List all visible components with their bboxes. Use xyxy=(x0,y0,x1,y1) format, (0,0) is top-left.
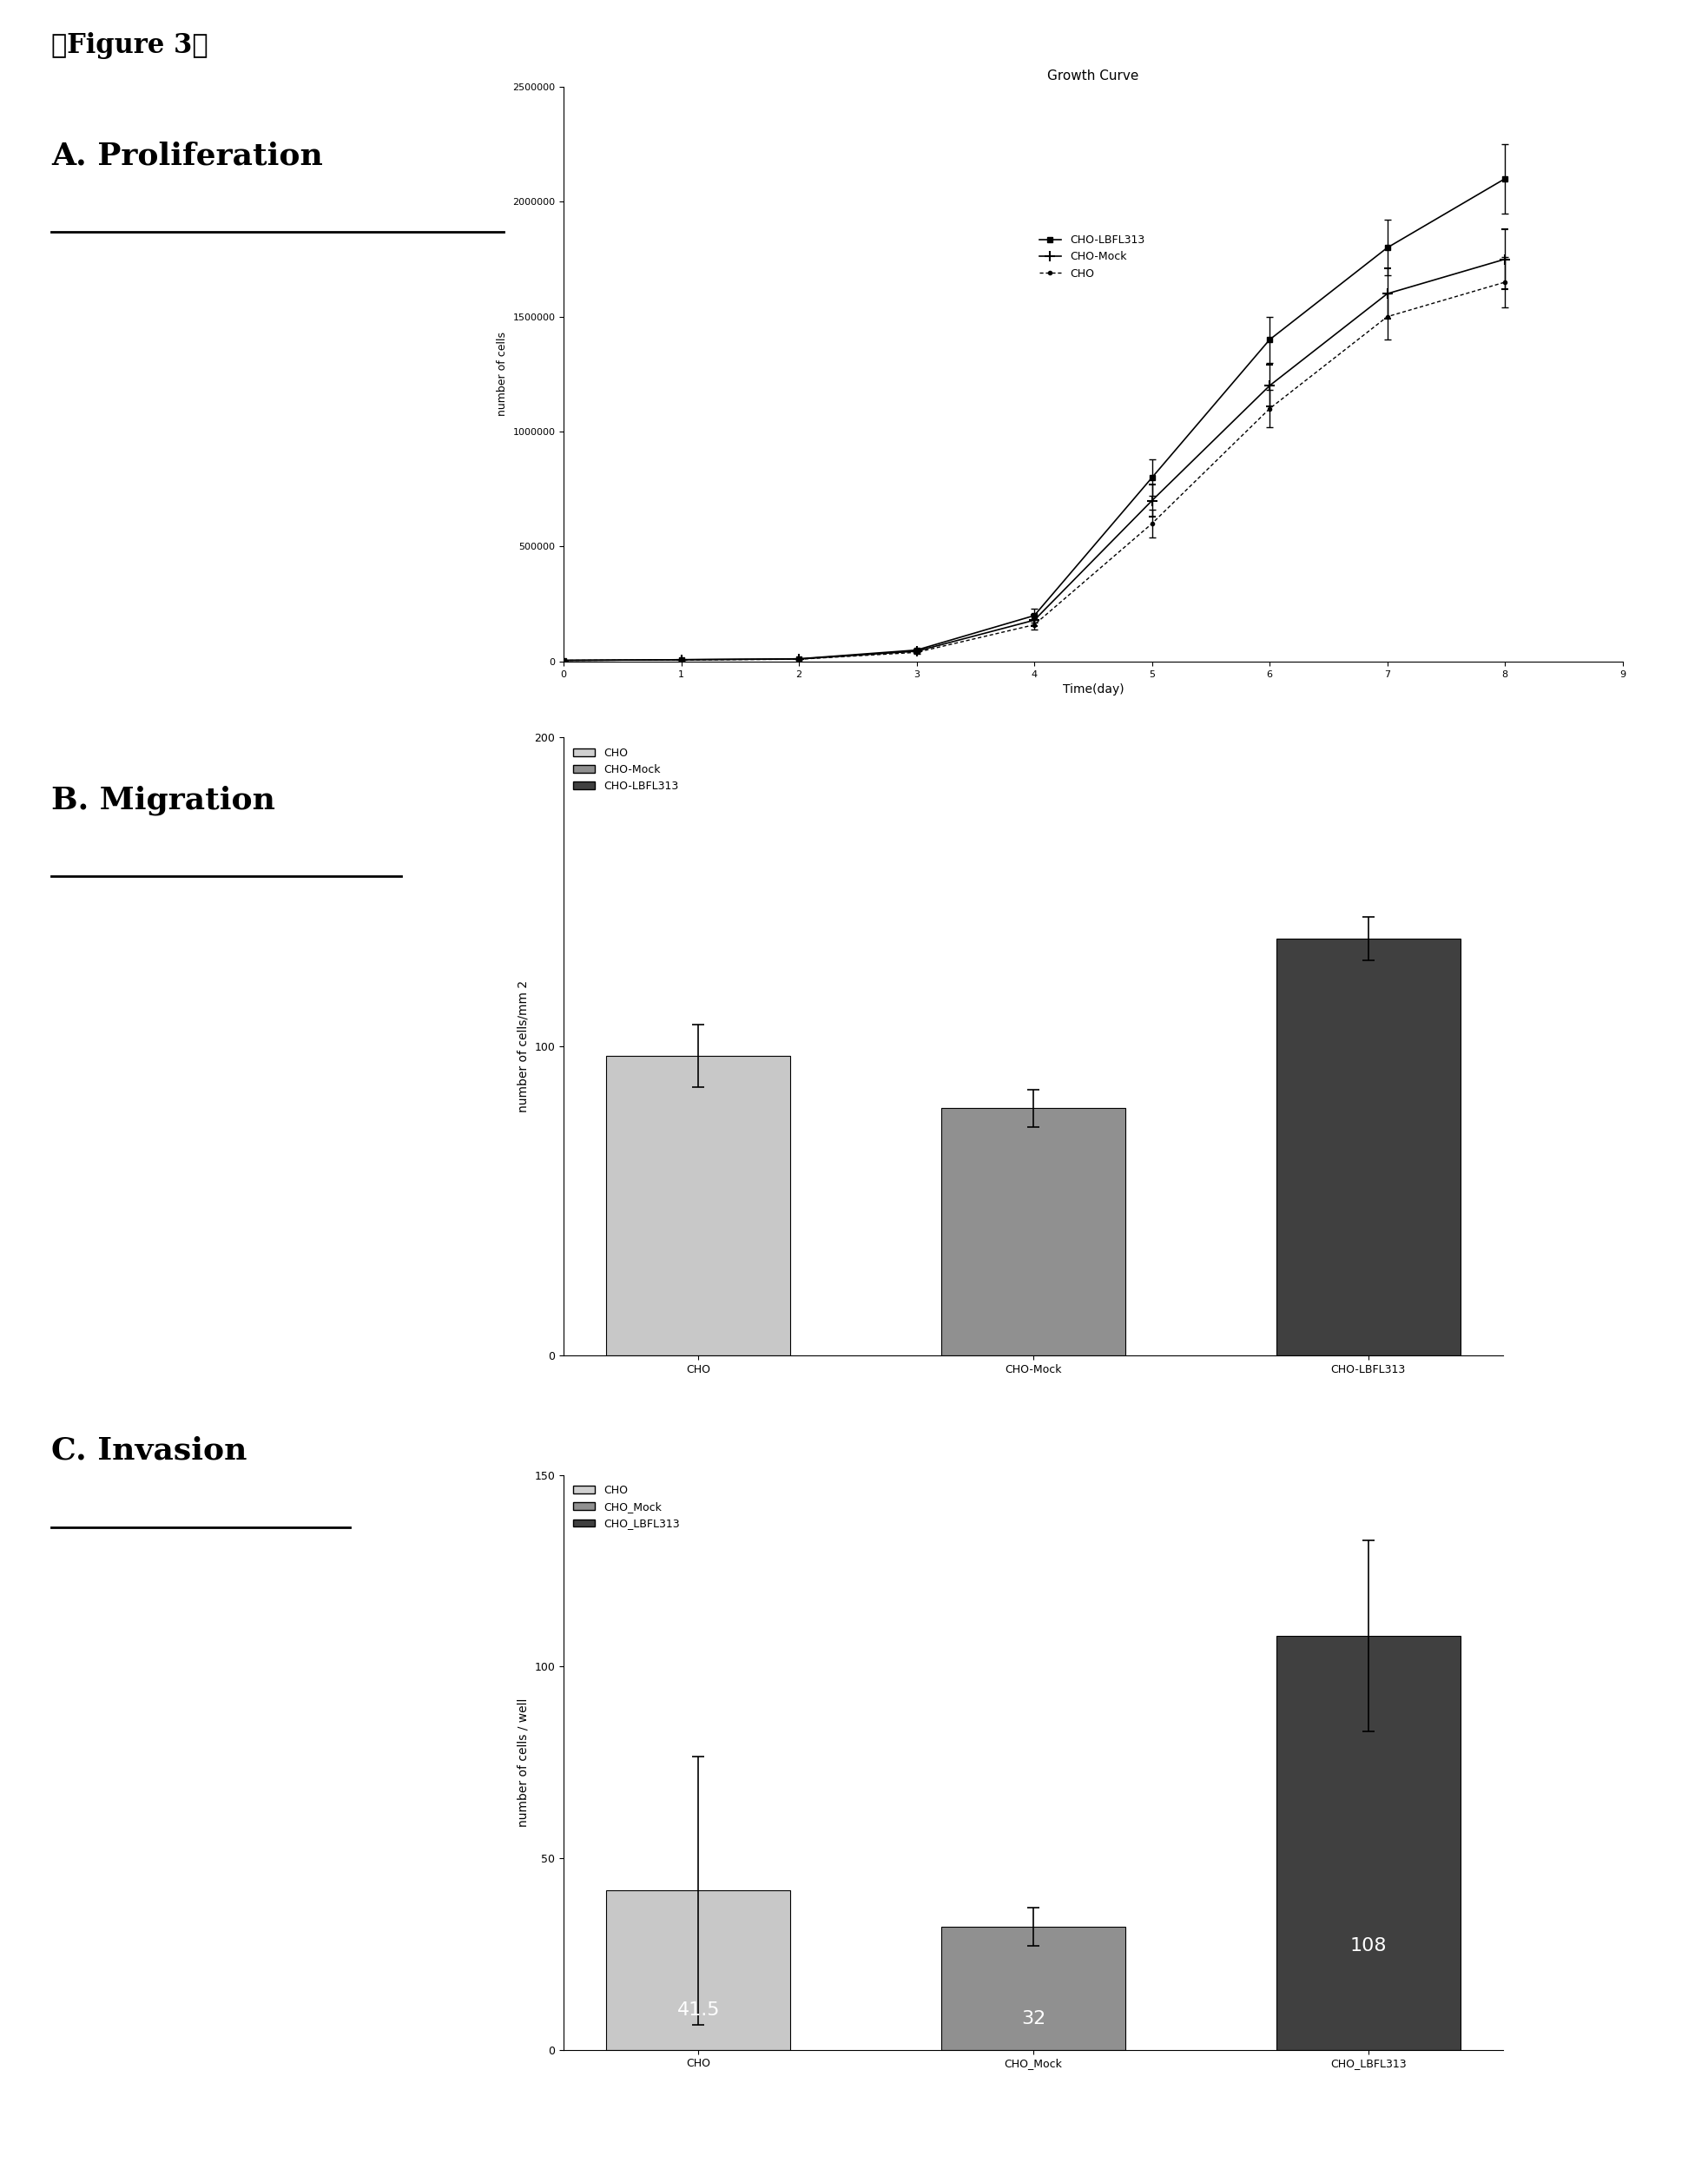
Bar xyxy=(606,1056,791,1356)
Legend: CHO, CHO-Mock, CHO-LBFL313: CHO, CHO-Mock, CHO-LBFL313 xyxy=(569,744,683,796)
Y-axis label: number of cells: number of cells xyxy=(497,332,507,416)
Title: Growth Curve: Growth Curve xyxy=(1047,69,1139,82)
Text: 108: 108 xyxy=(1349,1937,1387,1954)
Bar xyxy=(1276,1635,1460,2050)
Bar xyxy=(1276,939,1460,1356)
Bar xyxy=(941,1926,1126,2050)
Text: 41.5: 41.5 xyxy=(676,2002,721,2019)
Text: 32: 32 xyxy=(1021,2011,1045,2028)
Bar xyxy=(941,1108,1126,1356)
Bar xyxy=(606,1891,791,2050)
Text: B. Migration: B. Migration xyxy=(51,785,275,816)
Legend: CHO-LBFL313, CHO-Mock, CHO: CHO-LBFL313, CHO-Mock, CHO xyxy=(1035,230,1149,284)
Y-axis label: number of cells / well: number of cells / well xyxy=(518,1698,529,1826)
Legend: CHO, CHO_Mock, CHO_LBFL313: CHO, CHO_Mock, CHO_LBFL313 xyxy=(569,1481,685,1533)
Text: 「Figure 3」: 「Figure 3」 xyxy=(51,33,208,59)
X-axis label: Time(day): Time(day) xyxy=(1062,683,1124,696)
Text: C. Invasion: C. Invasion xyxy=(51,1436,248,1466)
Y-axis label: number of cells/mm 2: number of cells/mm 2 xyxy=(518,980,529,1113)
Text: A. Proliferation: A. Proliferation xyxy=(51,141,323,171)
